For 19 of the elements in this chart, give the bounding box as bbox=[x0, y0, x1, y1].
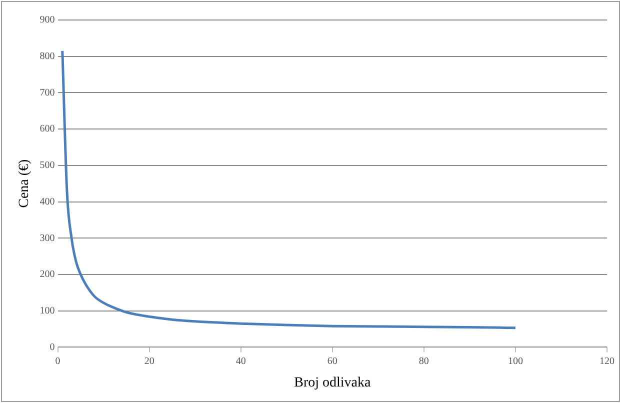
y-tick-label: 100 bbox=[40, 305, 55, 316]
y-axis-title: Cena (€) bbox=[17, 158, 32, 208]
y-tick-label: 500 bbox=[40, 160, 55, 172]
x-tick-label: 120 bbox=[600, 356, 614, 367]
x-tick-label: 60 bbox=[327, 356, 338, 367]
line-series bbox=[61, 50, 517, 330]
y-tick-label: 800 bbox=[40, 50, 55, 62]
y-tick-label: 400 bbox=[40, 196, 55, 208]
x-tick-label: 20 bbox=[144, 356, 154, 367]
y-tick-label: 300 bbox=[40, 232, 55, 244]
x-tick-label: 40 bbox=[236, 356, 246, 367]
x-tick-label: 100 bbox=[508, 356, 523, 367]
y-tick-label: 600 bbox=[40, 124, 55, 135]
x-axis-title: Broj odlivaka bbox=[294, 375, 372, 390]
y-tick-label: 200 bbox=[40, 269, 55, 280]
y-tick-label: 0 bbox=[50, 342, 55, 353]
x-tick-label: 80 bbox=[418, 356, 429, 367]
y-tick-label: 900 bbox=[40, 14, 55, 26]
y-tick-label: 700 bbox=[40, 87, 55, 98]
